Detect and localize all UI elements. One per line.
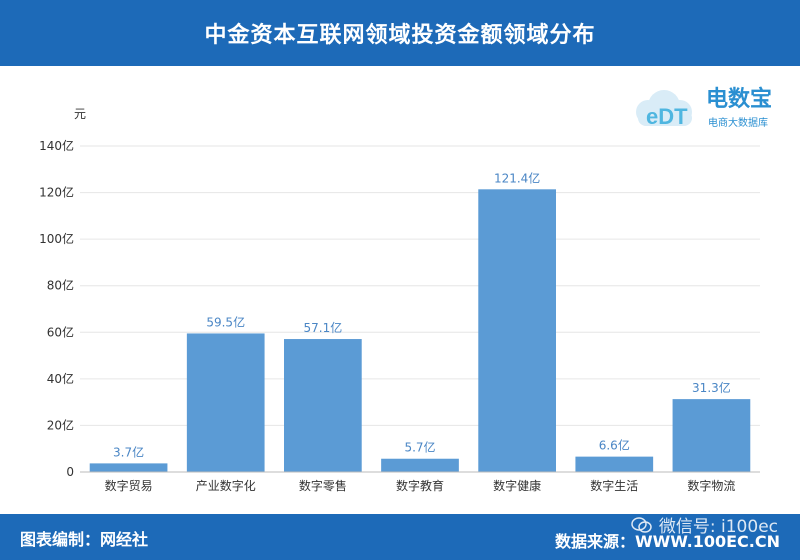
logo-mark: eDT [646,104,688,129]
data-label: 31.3亿 [692,380,731,395]
wechat-watermark: 微信号: i100ec [631,512,778,537]
x-tick-label: 数字教育 [396,478,444,493]
data-label: 5.7亿 [404,440,435,455]
bar [284,339,362,472]
x-tick-label: 数字零售 [299,478,347,493]
bar-chart: 元 0 20亿 40亿 60亿 80亿 100亿 120亿 140亿 3.7亿 59.5亿 57.… [39,107,760,493]
bar [478,189,556,472]
data-label: 3.7亿 [113,444,144,459]
y-tick-label: 60亿 [47,324,74,339]
brand-logo: eDT 电数宝 电商大数据库 [636,86,772,129]
x-tick-label: 产业数字化 [196,478,256,493]
footer-source: 数据来源：WWW.100EC.CN [554,532,780,551]
logo-subtitle: 电商大数据库 [708,116,768,129]
wechat-icon [631,516,652,533]
footer-bar: 图表编制：网经社 数据来源：WWW.100EC.CN [0,514,800,560]
x-tick-label: 数字物流 [687,478,735,493]
bar [186,333,265,472]
bar [381,458,459,472]
bar [575,456,654,472]
y-tick-label: 40亿 [47,371,74,386]
y-tick-label: 120亿 [39,185,74,200]
y-tick-label: 0 [66,465,74,479]
x-tick-label: 数字生活 [590,478,638,493]
cloud-icon [636,90,692,126]
y-tick-label: 100亿 [39,231,74,246]
y-tick-label: 20亿 [47,417,74,432]
data-label: 59.5亿 [206,314,245,329]
y-tick-label: 140亿 [39,138,74,153]
data-label: 121.4亿 [494,170,540,185]
logo-brand: 电数宝 [706,86,772,112]
watermark-text: 微信号: i100ec [658,517,778,537]
y-tick-label: 80亿 [47,278,74,293]
x-tick-label: 数字贸易 [105,478,153,493]
bar [89,463,168,472]
chart-title: 中金资本互联网领域投资金额领域分布 [0,0,800,66]
data-label: 57.1亿 [303,320,342,335]
footer-compiler: 图表编制：网经社 [20,530,149,549]
x-tick-label: 数字健康 [493,478,541,493]
y-axis-unit: 元 [74,107,86,121]
data-label: 6.6亿 [599,438,630,453]
bar [672,399,751,472]
